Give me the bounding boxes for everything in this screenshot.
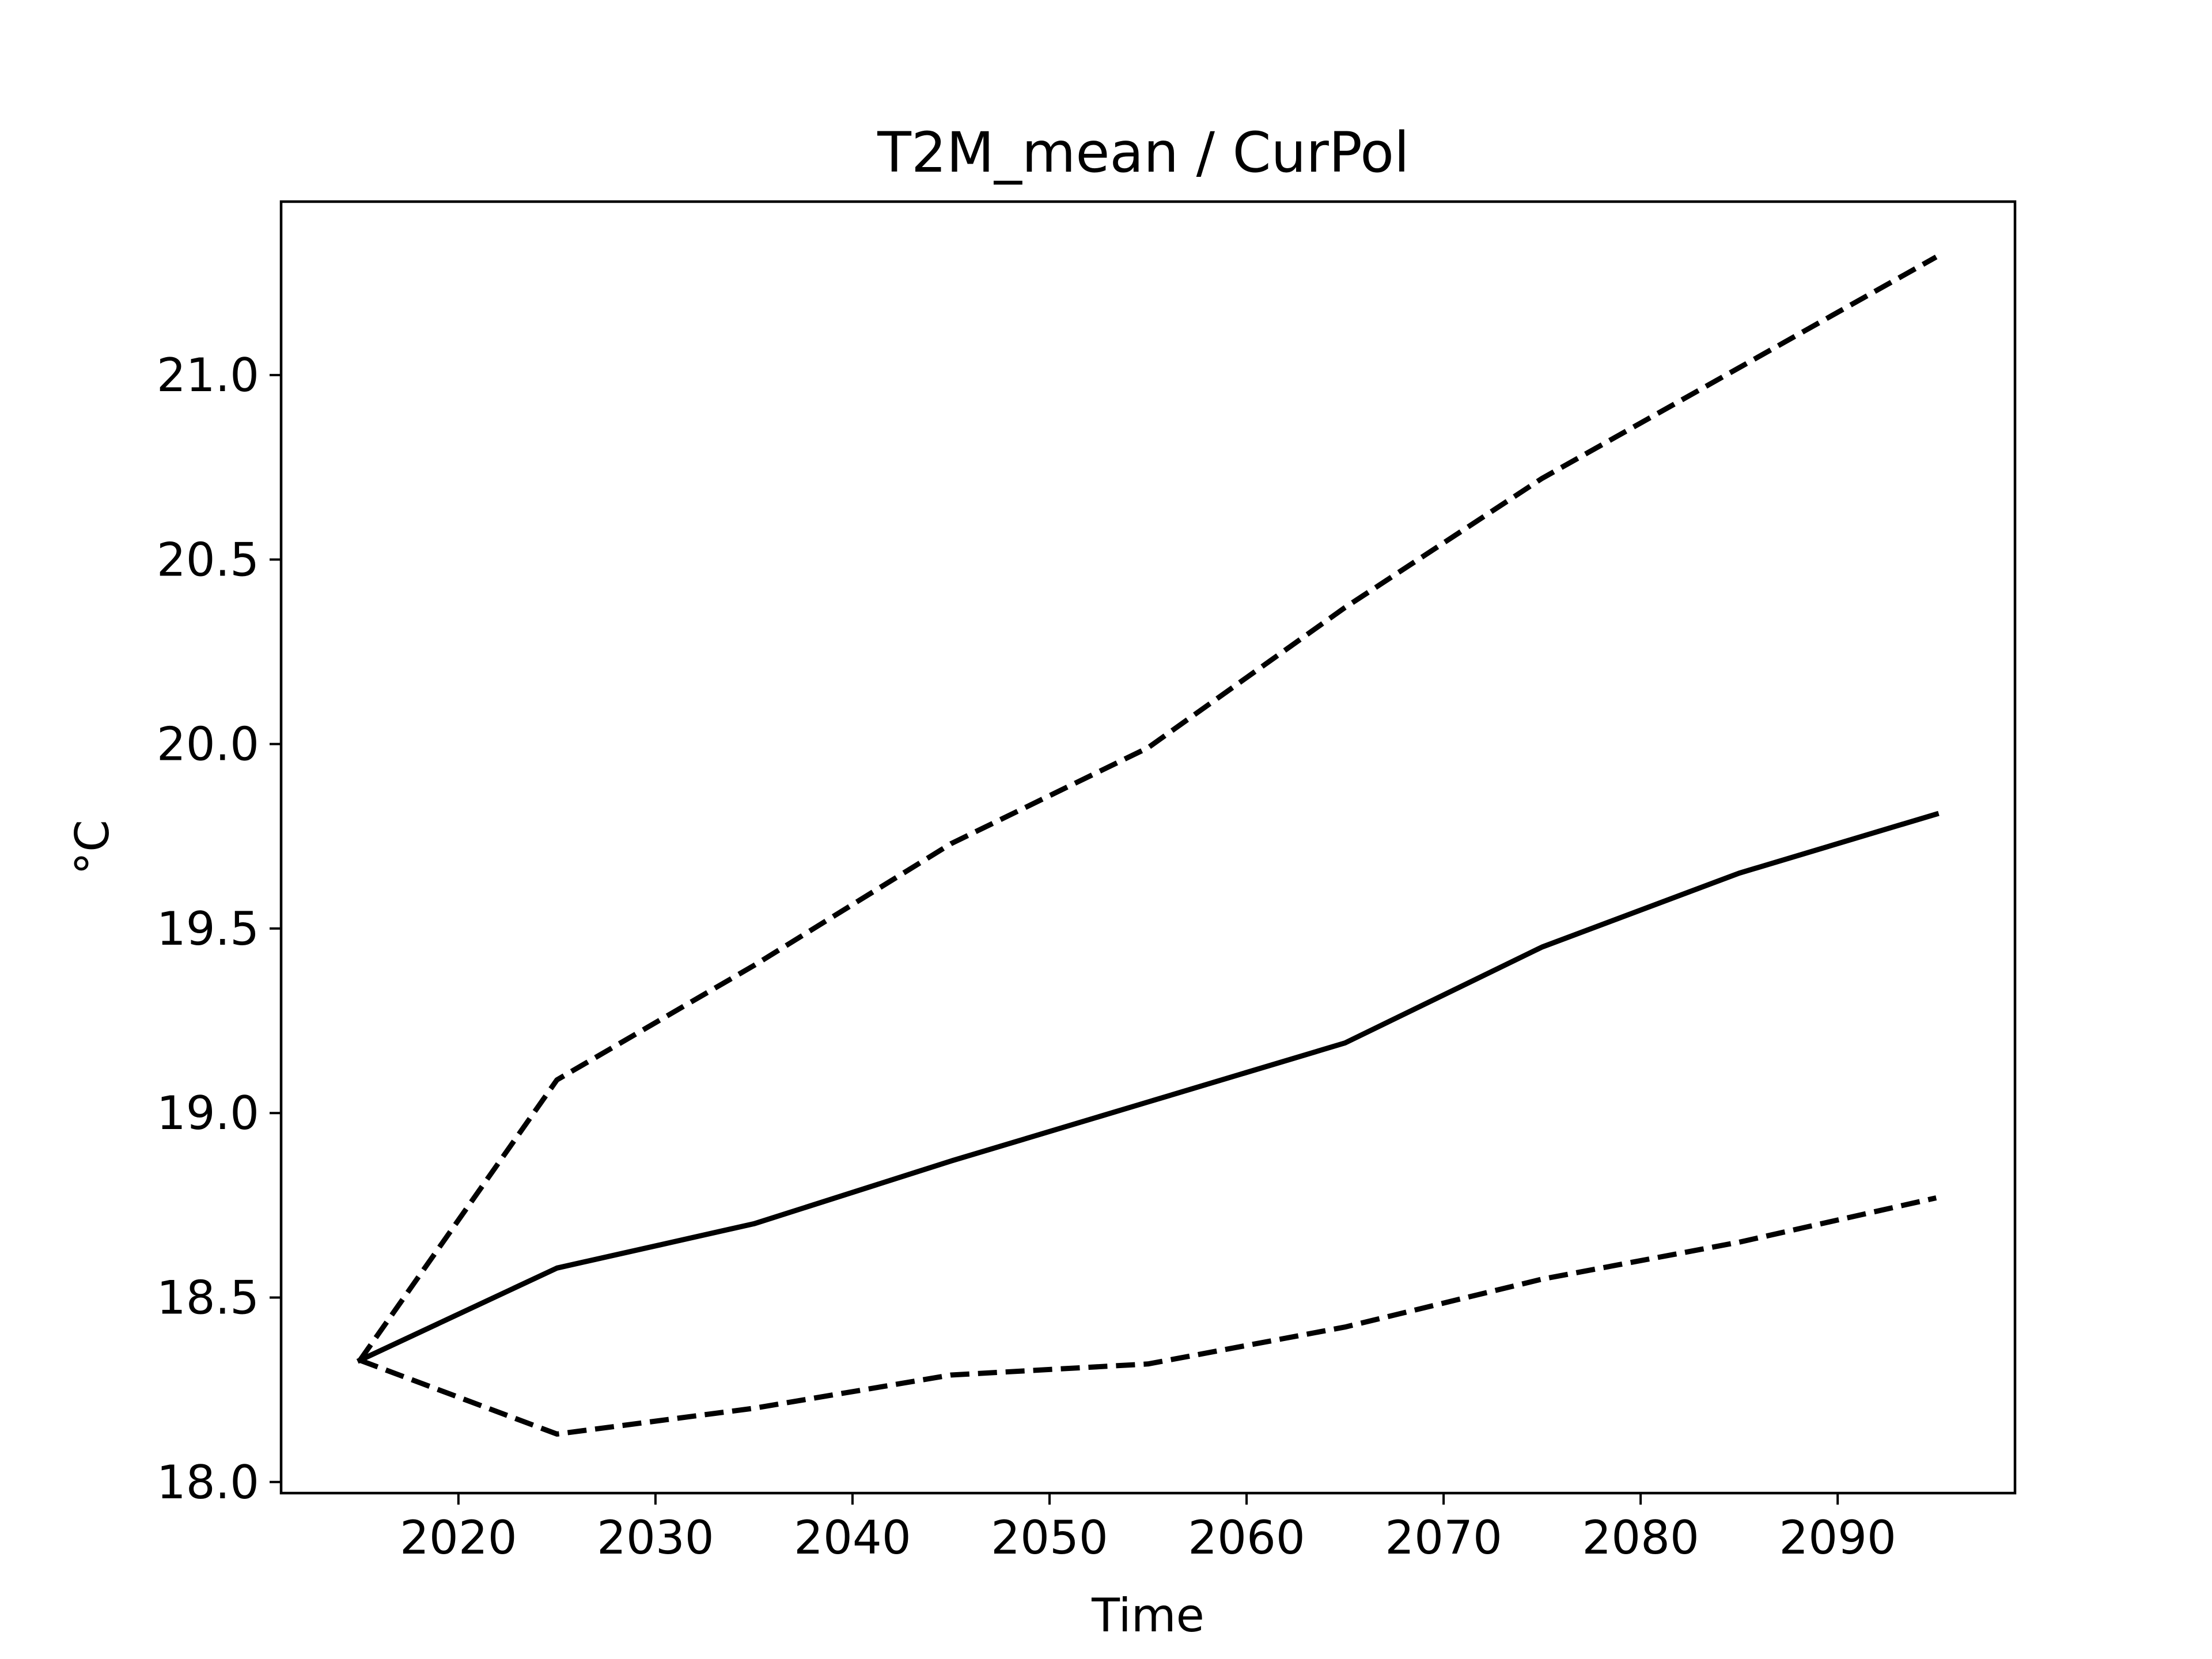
x-tick-label: 2090 xyxy=(1779,1511,1896,1565)
y-tick-label: 18.5 xyxy=(157,1271,259,1324)
series-line-3 xyxy=(359,1195,1937,1437)
plot-lines xyxy=(356,255,1940,1437)
y-axis-title: °C xyxy=(66,820,119,875)
y-tick-label: 19.5 xyxy=(157,902,259,956)
x-tick-label: 2070 xyxy=(1385,1511,1502,1565)
series-line-2 xyxy=(356,810,1940,1364)
y-axis: 18.0 18.5 19.0 19.5 20.0 20.5 21.0 xyxy=(157,349,281,1509)
x-tick-label: 2080 xyxy=(1582,1511,1699,1565)
x-tick-label: 2040 xyxy=(794,1511,911,1565)
x-tick-label: 2060 xyxy=(1188,1511,1305,1565)
x-tick-label: 2020 xyxy=(400,1511,517,1565)
y-tick-label: 18.0 xyxy=(157,1456,259,1509)
y-tick-label: 19.0 xyxy=(157,1086,259,1140)
y-tick-label: 20.5 xyxy=(157,533,259,586)
y-tick-label: 21.0 xyxy=(157,349,259,402)
x-axis-title: Time xyxy=(1091,1589,1205,1642)
x-tick-label: 2030 xyxy=(597,1511,714,1565)
chart-title: T2M_mean / CurPol xyxy=(877,120,1409,185)
axes-frame xyxy=(279,200,2017,1495)
y-tick-label: 20.0 xyxy=(157,718,259,771)
x-axis: 2020 2030 2040 2050 2060 2070 2080 2090 xyxy=(400,1493,1896,1565)
series-line-1 xyxy=(358,255,1938,1362)
x-tick-label: 2050 xyxy=(991,1511,1108,1565)
